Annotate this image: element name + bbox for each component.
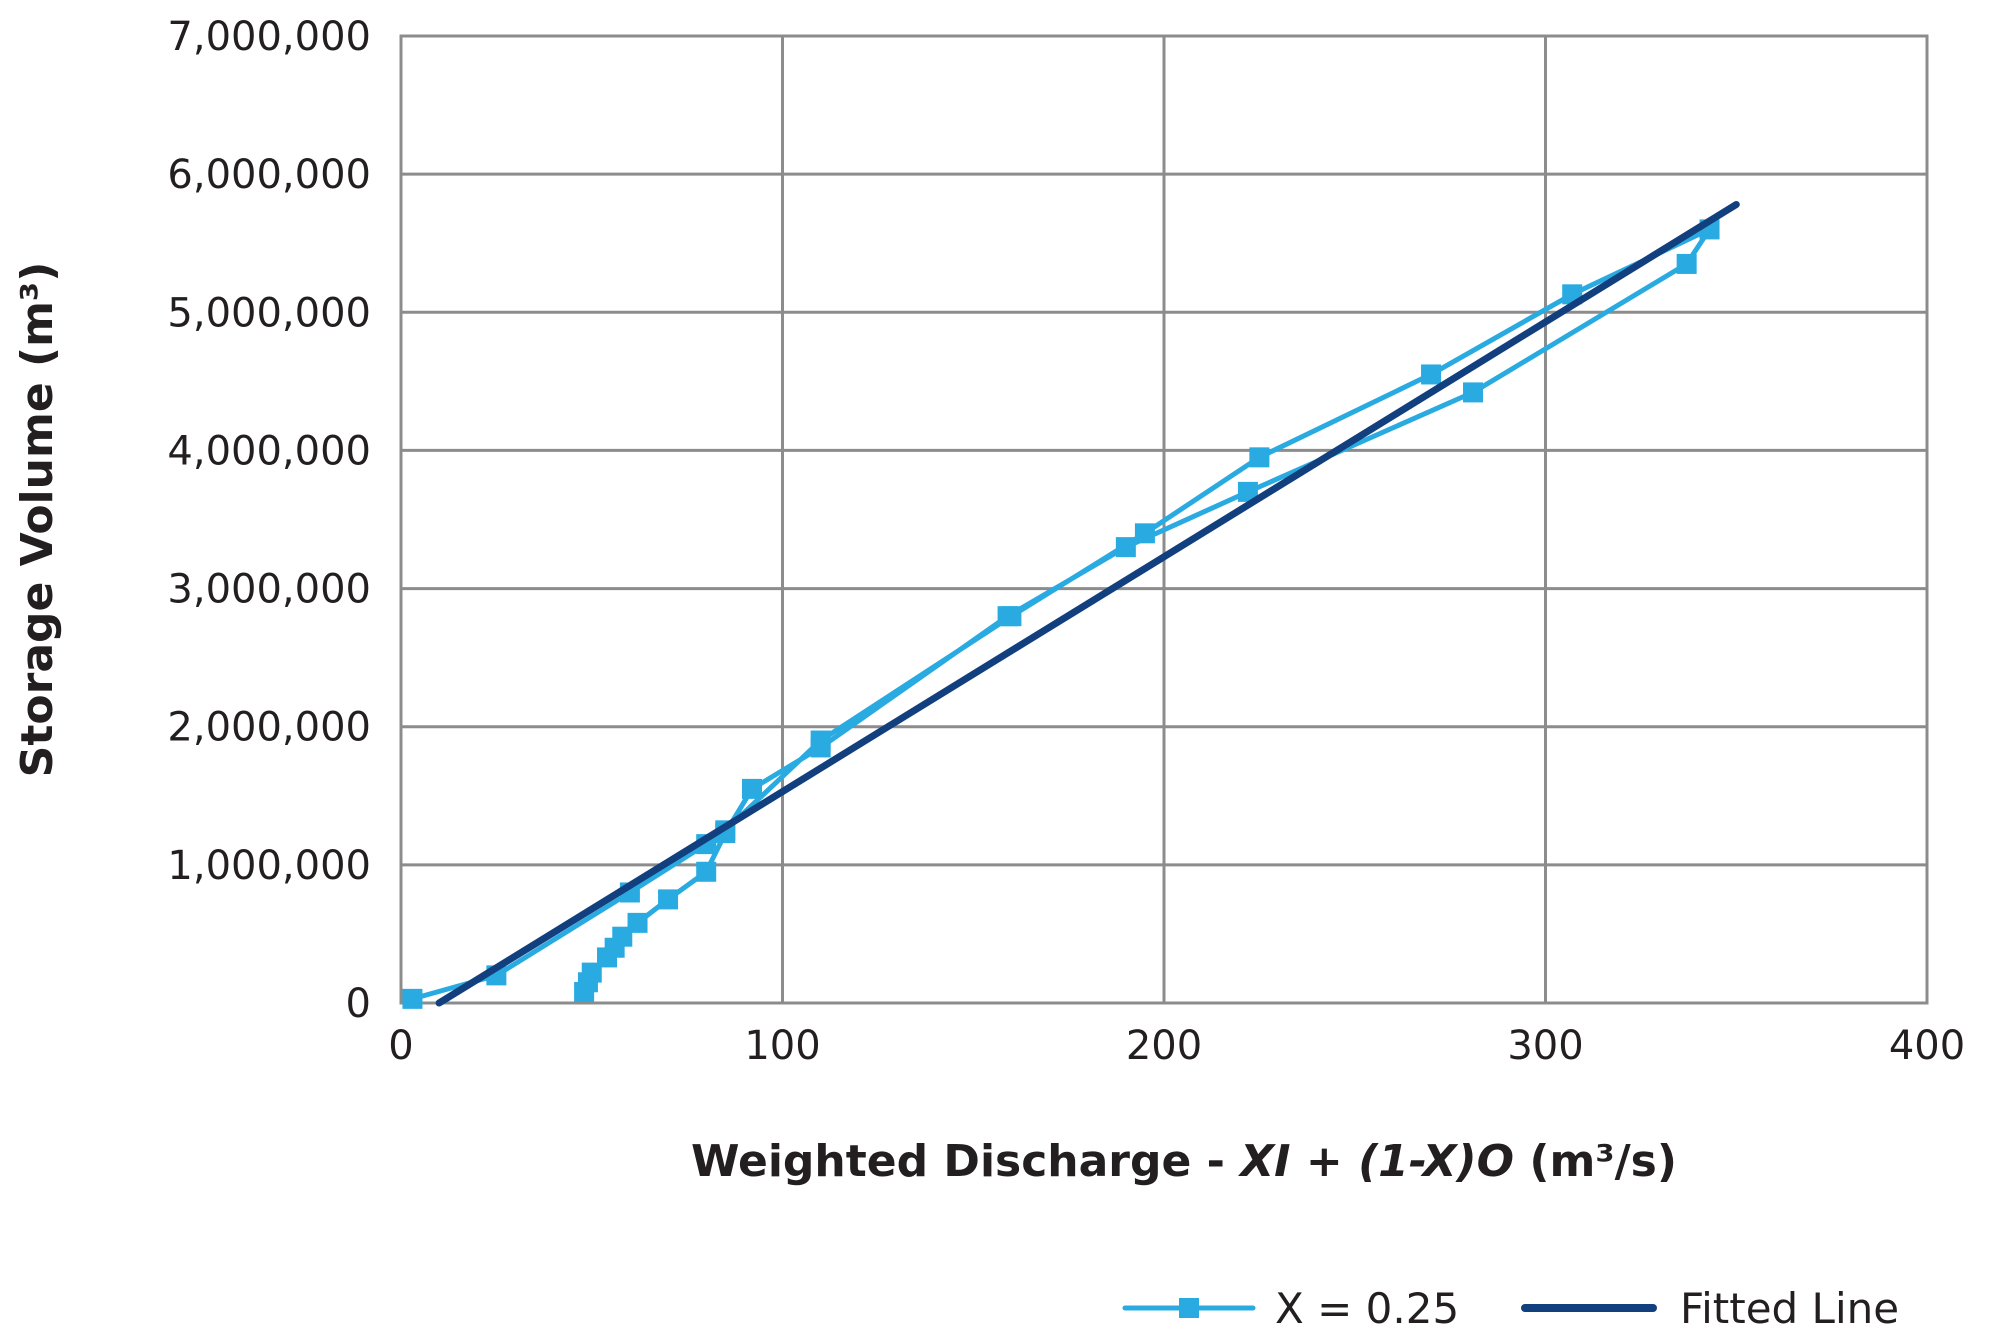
data-point [658,889,679,910]
x-tick-label: 400 [1889,1023,1965,1069]
data-point [1463,382,1484,403]
x-tick-label: 200 [1126,1023,1202,1069]
x-axis-title-part: (1-X)O [1358,1136,1514,1187]
y-axis-title: Storage Volume (m³) [12,262,63,778]
data-point [574,981,595,1002]
legend-swatch-marker [1179,1298,1199,1318]
data-point [1115,537,1136,558]
legend-label: X = 0.25 [1275,1284,1459,1333]
y-tick-labels: 0 1,000,000 2,000,000 3,000,000 4,000,000 5,0… [167,14,371,1027]
data-point [402,988,423,1009]
legend: X = 0.25 Fitted Line [1122,1284,1899,1333]
data-point [810,737,831,758]
y-tick-label: 1,000,000 [167,843,371,889]
data-point [627,912,648,933]
data-point [1134,523,1155,544]
y-tick-label: 7,000,000 [167,14,371,60]
data-point [997,606,1018,627]
x-axis-title-part: + [1291,1136,1359,1187]
y-tick-label: 6,000,000 [167,152,371,198]
data-point [696,861,717,882]
data-point [1249,447,1270,468]
y-tick-label: 0 [346,981,371,1027]
legend-label: Fitted Line [1680,1284,1899,1333]
x-axis-title: Weighted Discharge - XI + (1-X)O (m³/s) [691,1136,1677,1187]
x-axis-title-part: XI [1237,1136,1290,1187]
data-point [1676,253,1697,274]
x-tick-labels: 0 100 200 300 400 [388,1023,1965,1069]
x-tick-label: 0 [388,1023,413,1069]
x-tick-label: 300 [1507,1023,1583,1069]
data-point [597,947,618,968]
legend-item: X = 0.25 [1122,1284,1459,1333]
x-axis-title-part: (m³/s) [1514,1136,1677,1187]
y-tick-label: 3,000,000 [167,567,371,613]
y-tick-label: 2,000,000 [167,705,371,751]
y-tick-label: 5,000,000 [167,290,371,336]
series-line-fitted [435,201,1740,1007]
x-tick-label: 100 [744,1023,820,1069]
data-point [1237,481,1258,502]
series-layer [402,201,1740,1009]
legend-item: Fitted Line [1521,1284,1899,1333]
data-point [1421,364,1442,385]
plot-frame [399,34,1929,1005]
y-tick-label: 4,000,000 [167,428,371,474]
data-point [741,778,762,799]
x-axis-title-part: Weighted Discharge - [691,1136,1240,1187]
